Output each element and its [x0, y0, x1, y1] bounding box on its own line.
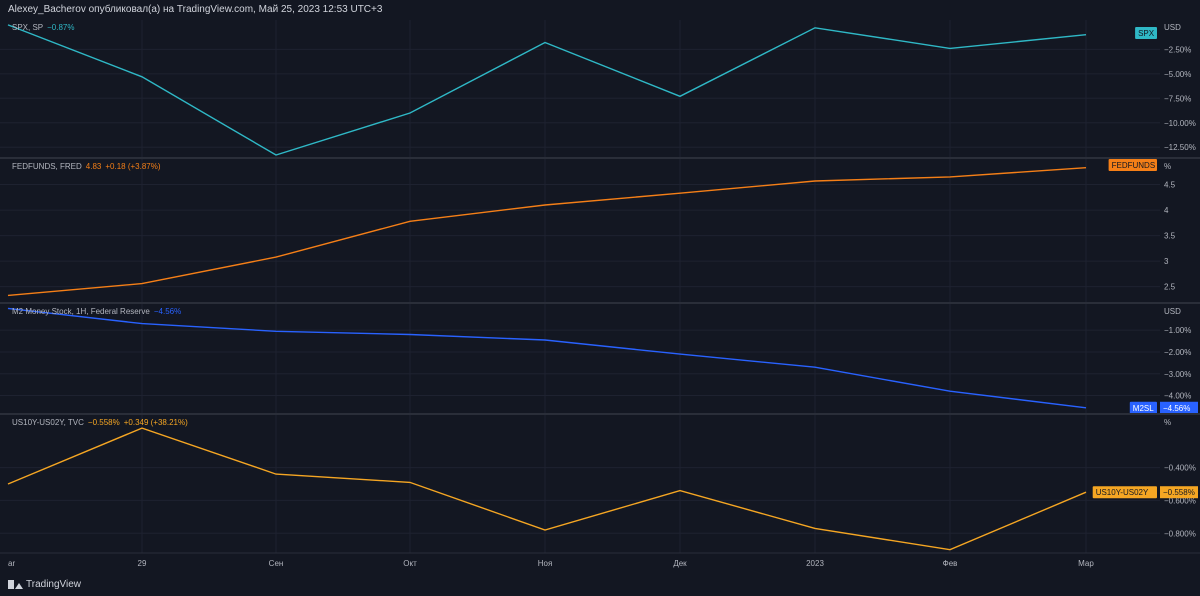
y-tick-label: −2.00% — [1164, 348, 1191, 357]
footer: TradingView — [0, 573, 1200, 596]
legend-value: 4.83 — [86, 162, 102, 171]
unit-label: USD — [1164, 23, 1181, 32]
series-tag-label: M2SL — [1133, 404, 1154, 413]
pane-4: −0.400% −0.600% −0.800%% US10Y-US02Y, TVC −0… — [0, 413, 1200, 551]
y-tick-label: −5.00% — [1164, 70, 1191, 79]
x-tick-label: Дек — [673, 559, 687, 568]
y-tick-label: −1.00% — [1164, 326, 1191, 335]
y-tick-label: −4.00% — [1164, 392, 1191, 401]
series-legend: US10Y-US02Y, TVC −0.558% +0.349 (+38.21%) — [12, 418, 188, 427]
series-tag-label: US10Y-US02Y — [1096, 488, 1149, 497]
x-tick-label: Ноя — [538, 559, 553, 568]
y-tick-label: −0.800% — [1164, 529, 1196, 538]
x-tick-label: 29 — [138, 559, 147, 568]
pane-1: −2.50% −5.00% −7.50% −10.00% −12.50% USD SPX, … — [0, 23, 1196, 156]
unit-label: USD — [1164, 307, 1181, 316]
legend-name: SPX, SP — [12, 23, 43, 32]
y-tick-label: 3.5 — [1164, 232, 1176, 241]
series-tag-label: SPX — [1138, 29, 1155, 38]
y-tick-label: 3 — [1164, 257, 1169, 266]
chart-area[interactable]: −2.50% −5.00% −7.50% −10.00% −12.50% USD SPX, … — [0, 20, 1200, 573]
legend-change: +0.18 (+3.87%) — [105, 162, 160, 171]
y-tick-label: 4.5 — [1164, 181, 1176, 190]
series-legend: M2 Money Stock, 1H, Federal Reserve −4.56… — [12, 307, 181, 316]
y-tick-label: −12.50% — [1164, 143, 1196, 152]
x-tick-label: Фев — [943, 559, 958, 568]
legend-change: +0.349 (+38.21%) — [124, 418, 188, 427]
value-tag — [1160, 486, 1198, 499]
y-tick-label: −0.400% — [1164, 464, 1196, 473]
x-tick-label: Окт — [403, 559, 417, 568]
unit-label: % — [1164, 162, 1171, 171]
series-tag — [1108, 159, 1157, 171]
pane-3: −1.00% −2.00% −3.00% −4.00% USD M2 Money Stoc… — [0, 302, 1200, 414]
y-tick-label: −0.600% — [1164, 496, 1196, 505]
y-tick-label: −2.50% — [1164, 45, 1191, 54]
pane-2: 4.5 4 3.5 3 2.5% FEDFUNDS, FRED 4.83 +0.18 (+3.… — [0, 157, 1200, 297]
y-tick-label: 4 — [1164, 206, 1169, 215]
tradingview-logo-icon[interactable] — [8, 580, 23, 589]
legend-name: M2 Money Stock, 1H, Federal Reserve — [12, 307, 150, 316]
series-tag — [1092, 486, 1157, 499]
series-tag — [1129, 401, 1157, 414]
footer-brand[interactable]: TradingView — [26, 579, 82, 590]
y-tick-label: −3.00% — [1164, 370, 1191, 379]
series-legend: SPX, SP −0.87% — [12, 23, 74, 32]
x-tick-label: Мар — [1078, 559, 1094, 568]
legend-value: −0.87% — [47, 23, 74, 32]
publisher-header: Alexey_Bacherov опубликовал(а) на Tradin… — [0, 0, 1200, 20]
series-tag — [1135, 27, 1157, 39]
value-tag — [1160, 401, 1198, 414]
series-tag-label: FEDFUNDS — [1112, 161, 1156, 170]
series-legend: FEDFUNDS, FRED 4.83 +0.18 (+3.87%) — [12, 162, 161, 171]
chart-background — [0, 20, 1200, 573]
y-tick-label: −10.00% — [1164, 119, 1196, 128]
unit-label: % — [1164, 418, 1171, 427]
x-tick-label: ar — [8, 559, 15, 568]
y-tick-label: −7.50% — [1164, 94, 1191, 103]
x-tick-label: Сен — [269, 559, 284, 568]
value-tag-label: −0.558% — [1163, 488, 1195, 497]
y-tick-label: 2.5 — [1164, 283, 1176, 292]
chart-panes: −2.50% −5.00% −7.50% −10.00% −12.50% USD SPX, … — [0, 23, 1200, 551]
legend-value: −0.558% — [88, 418, 120, 427]
legend-value: −4.56% — [154, 307, 181, 316]
legend-name: FEDFUNDS, FRED — [12, 162, 82, 171]
value-tag-label: −4.56% — [1163, 404, 1190, 413]
legend-name: US10Y-US02Y, TVC — [12, 418, 84, 427]
x-tick-label: 2023 — [806, 559, 824, 568]
x-axis: ar 29 Сен Окт Ноя Дек 2023 Фев Мар — [0, 552, 1200, 568]
